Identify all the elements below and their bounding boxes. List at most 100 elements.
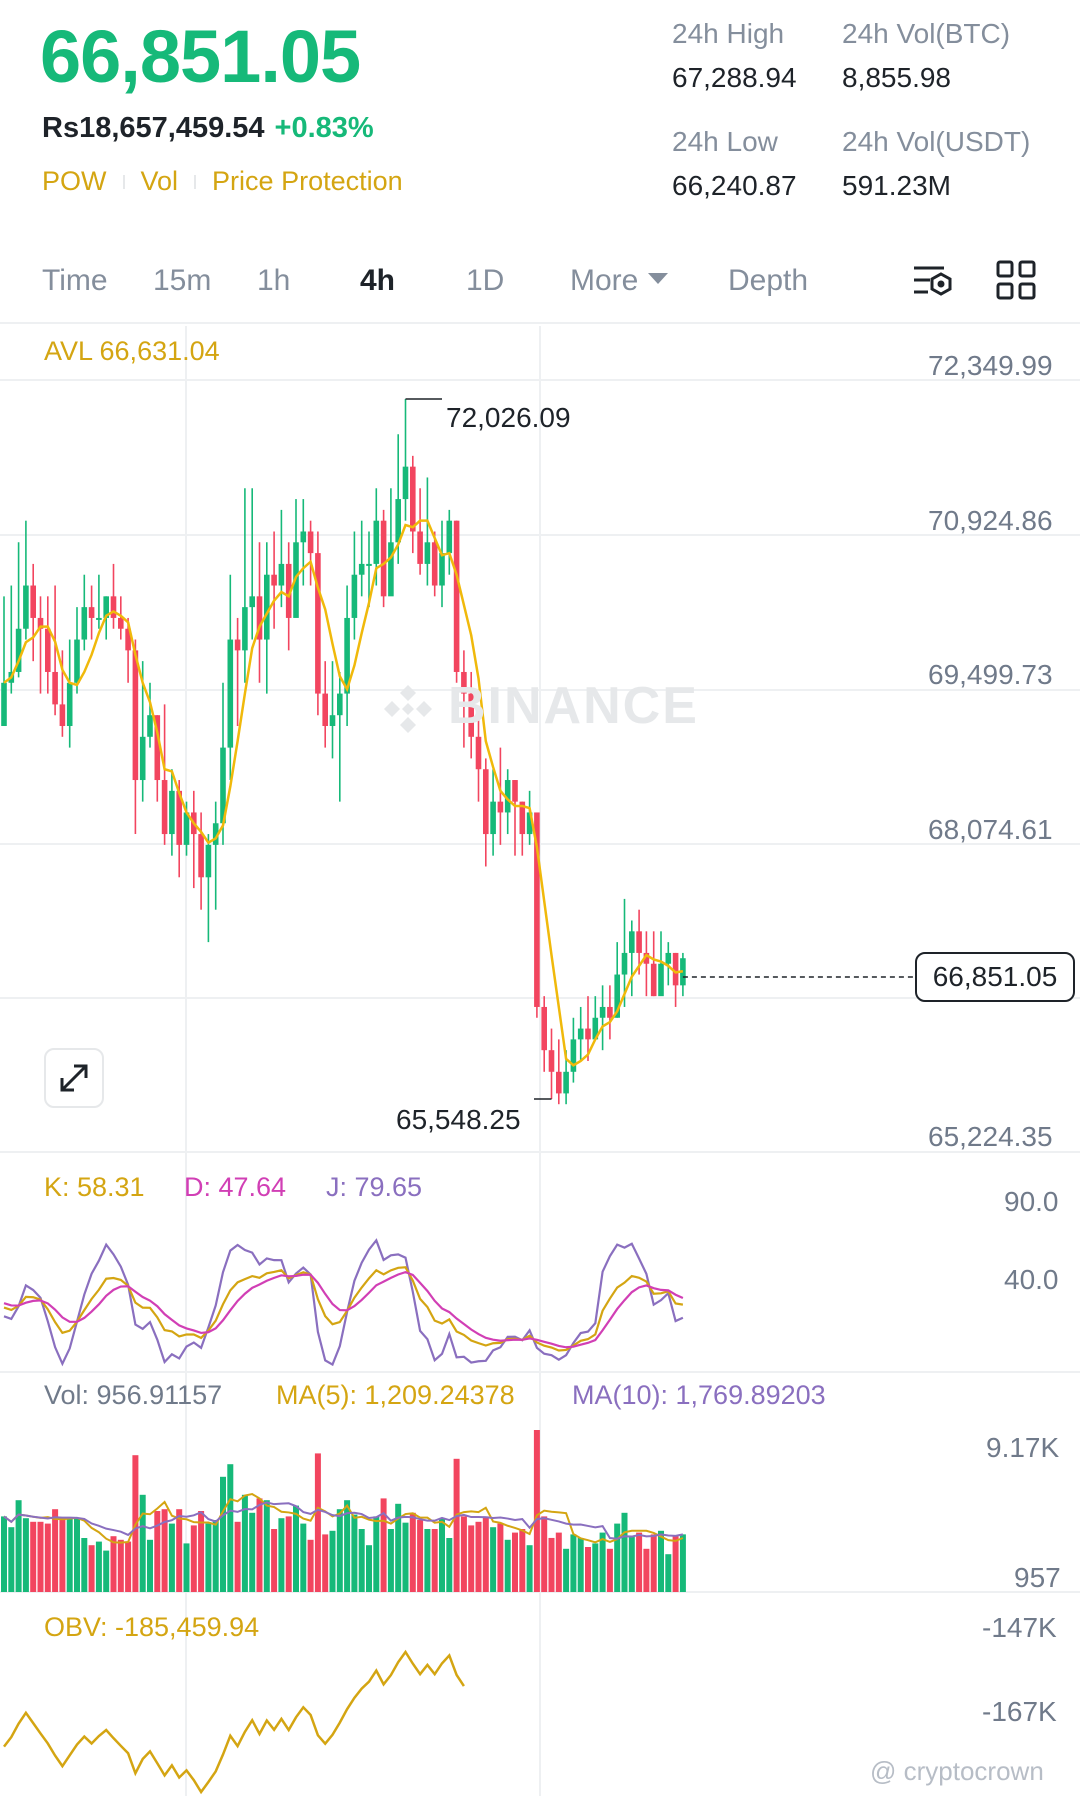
volume-bar [373, 1516, 380, 1592]
volume-bar [636, 1532, 643, 1592]
chart-settings-icon[interactable] [910, 260, 954, 304]
volume-bar [658, 1530, 664, 1592]
candle-body [169, 790, 175, 835]
volume-bar [88, 1545, 95, 1592]
candle-body [23, 585, 29, 629]
volume-bar [497, 1523, 504, 1592]
volume-bar [672, 1536, 679, 1592]
y-axis-label: 70,924.86 [928, 505, 1053, 536]
candle-body [439, 553, 445, 586]
volume-bar [614, 1523, 621, 1592]
volume-bar [212, 1520, 219, 1592]
tab-1d[interactable]: 1D [466, 264, 505, 297]
candle-body [380, 520, 387, 597]
candle-body [468, 693, 474, 737]
volume-bar [293, 1505, 299, 1592]
volume-bar [322, 1534, 329, 1592]
candle-body [636, 931, 642, 953]
candle-body [132, 650, 139, 781]
binance-watermark: BINANCE [378, 676, 699, 739]
stat-24h-low-value: 66,240.87 [672, 170, 797, 201]
candle-body [74, 639, 80, 683]
candle-body [366, 563, 372, 566]
volume-bar [570, 1534, 577, 1592]
candle-body [461, 671, 467, 694]
volume-bar [198, 1511, 205, 1592]
expand-button[interactable] [44, 1048, 104, 1108]
volume-bar [533, 1430, 540, 1592]
candle-body [563, 1071, 569, 1094]
volume-bar [482, 1516, 489, 1592]
candle-body [315, 553, 321, 694]
fiat-price-row: Rs18,657,459.54 +0.83% [42, 112, 374, 145]
candle-body [526, 812, 533, 835]
candle-body [220, 747, 226, 824]
candle-body [548, 1050, 555, 1072]
volume-bar [424, 1529, 431, 1592]
volume-bar [263, 1500, 270, 1592]
candle-body [344, 617, 350, 694]
volume-bar [147, 1539, 153, 1592]
volume-bar [606, 1548, 613, 1592]
volume-bar [95, 1541, 102, 1592]
candle-body [285, 563, 292, 618]
watermark-text: BINANCE [448, 677, 699, 735]
candle-body [118, 617, 124, 629]
candle-body [658, 963, 664, 997]
candle-body [519, 801, 526, 835]
volume-bar [351, 1514, 358, 1592]
volume-bar [585, 1547, 591, 1592]
volume-bar [44, 1523, 51, 1592]
volume-bar [37, 1521, 44, 1592]
stat-24h-high-value: 67,288.94 [672, 62, 797, 93]
tab-4h[interactable]: 4h [360, 264, 396, 297]
candle-body [176, 790, 182, 845]
candle-body [37, 617, 44, 629]
vol-label: Vol: 956.91157 [44, 1380, 223, 1410]
volume-bar [490, 1527, 497, 1592]
volume-bar [380, 1498, 387, 1592]
volume-bar [154, 1511, 161, 1592]
candle-body [103, 596, 109, 618]
credit-watermark: @ cryptocrown [870, 1756, 1044, 1786]
candle-body [358, 563, 365, 575]
tab-depth[interactable]: Depth [728, 264, 809, 297]
candle-body [88, 607, 95, 618]
tag-vol[interactable]: Vol [140, 166, 179, 196]
volume-bar [439, 1518, 445, 1592]
tab-1h[interactable]: 1h [257, 264, 291, 297]
volume-bar [285, 1516, 292, 1592]
volume-bar [541, 1516, 548, 1592]
candle-body [351, 574, 358, 618]
volume-bar [256, 1498, 263, 1592]
tag-pow[interactable]: POW [42, 166, 107, 196]
volume-bar [336, 1509, 343, 1592]
tab-more[interactable]: More [570, 264, 669, 298]
volume-bar [249, 1512, 256, 1592]
grid-layout-icon[interactable] [996, 260, 1036, 300]
volume-bar [66, 1518, 73, 1592]
volume-bar [643, 1548, 650, 1592]
volume-bar [15, 1500, 22, 1592]
candle-body [300, 531, 307, 543]
obv-line [3, 1649, 465, 1795]
volume-bar [161, 1509, 168, 1592]
volume-bar [307, 1539, 314, 1592]
kdj-axis-label: 90.0 [1004, 1186, 1059, 1217]
candle-body [278, 563, 285, 586]
candle-body [453, 520, 460, 672]
volume-bar [190, 1525, 197, 1592]
candle-body [139, 736, 146, 781]
candle-body [431, 542, 438, 586]
volume-bar [234, 1521, 241, 1592]
candle-body [271, 574, 277, 586]
candle-body [388, 542, 394, 597]
volume-bar [395, 1503, 402, 1592]
current-price-tag[interactable]: 66,851.05 [915, 952, 1075, 1002]
candle-body [607, 1006, 613, 1018]
tab-time[interactable]: Time [42, 264, 108, 297]
candle-body [475, 736, 482, 770]
tab-15m[interactable]: 15m [153, 264, 212, 297]
tag-price-protection[interactable]: Price Protection [212, 166, 403, 196]
